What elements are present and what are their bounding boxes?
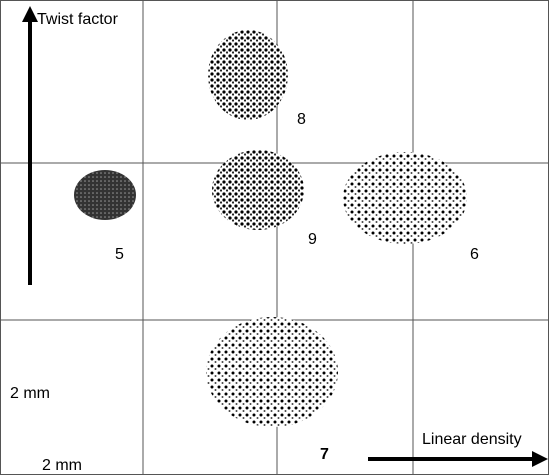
cross-section (212, 150, 304, 230)
sample-label: 7 (320, 446, 329, 463)
cross-section (206, 317, 338, 427)
cross-section (208, 30, 288, 120)
x-axis-label: Linear density (422, 431, 522, 448)
sample-label: 5 (115, 246, 124, 263)
cross-section (74, 170, 136, 220)
cross-section (343, 152, 467, 244)
scale-label: 2 mm (42, 457, 82, 474)
sample-label: 9 (308, 231, 317, 248)
cross-sections (74, 30, 467, 427)
y-axis-label: Twist factor (37, 11, 119, 28)
sample-label: 8 (297, 111, 306, 128)
scale-label: 2 mm (10, 385, 50, 402)
sample-label: 6 (470, 246, 479, 263)
